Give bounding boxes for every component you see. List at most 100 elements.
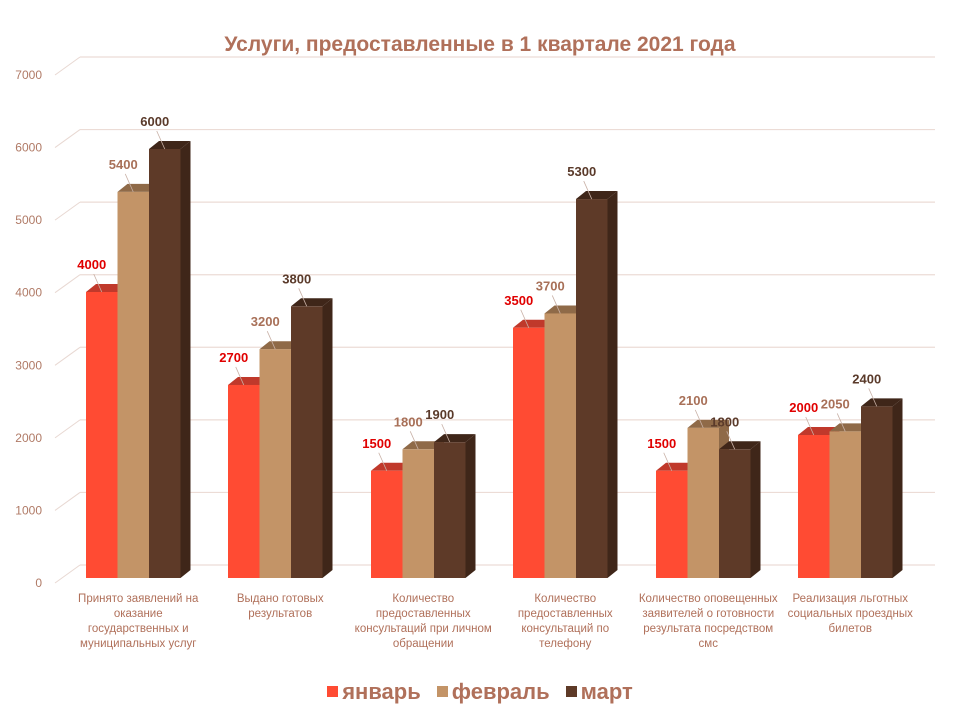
bar-январь xyxy=(656,470,688,578)
bar-side xyxy=(750,441,761,578)
gridline-diagonal xyxy=(54,274,81,294)
bar-side xyxy=(322,298,333,578)
y-tick-label: 4000 xyxy=(15,286,42,300)
label-leader-line xyxy=(694,409,704,429)
label-leader-line xyxy=(378,452,388,471)
bar-top xyxy=(86,284,128,292)
data-label: 3200 xyxy=(251,314,280,329)
bar-март xyxy=(291,306,323,578)
gridline-diagonal xyxy=(54,129,81,148)
data-label: 1500 xyxy=(647,436,676,451)
y-tick-label: 0 xyxy=(35,576,42,590)
data-label: 3500 xyxy=(504,293,533,308)
y-tick-label: 3000 xyxy=(15,358,42,372)
bar-top xyxy=(149,141,191,149)
bar-top xyxy=(117,183,159,192)
bar-top xyxy=(402,441,444,450)
bar-top xyxy=(259,341,301,350)
data-label: 2000 xyxy=(789,400,818,415)
bar-top xyxy=(798,427,840,435)
bar-январь xyxy=(228,384,260,578)
label-leader-line xyxy=(805,416,815,436)
x-category-label: Выдано готовых результатов xyxy=(236,593,324,620)
bar-февраль xyxy=(829,431,861,578)
y-tick-label: 2000 xyxy=(15,431,42,445)
gridline-diagonal xyxy=(54,564,81,584)
bar-январь xyxy=(86,292,118,578)
legend-item-январь: январь xyxy=(327,679,421,705)
bar-top xyxy=(513,319,555,328)
label-leader-line xyxy=(836,413,846,432)
x-category-label: Количество предоставленных консультаций … xyxy=(517,593,613,650)
x-category-label: Количество предоставленных консультаций … xyxy=(354,593,492,650)
bar-февраль xyxy=(687,427,719,578)
bar-март xyxy=(434,442,466,578)
bar-top xyxy=(719,441,761,450)
label-leader-line xyxy=(726,431,736,450)
bar-top xyxy=(228,376,270,385)
label-leader-line xyxy=(235,366,245,386)
data-label: 2700 xyxy=(219,350,248,365)
legend-swatch xyxy=(327,686,339,697)
bar-январь xyxy=(371,470,403,578)
x-category-label: Принято заявлений на оказание государств… xyxy=(78,593,199,650)
x-category-label: Реализация льготных социальных проездных… xyxy=(787,593,913,635)
bar-февраль xyxy=(544,313,576,578)
label-leader-line xyxy=(266,331,276,350)
data-label: 5300 xyxy=(567,164,596,179)
y-tick-label: 6000 xyxy=(15,141,42,155)
data-label: 2100 xyxy=(679,393,708,408)
label-leader-line xyxy=(868,388,878,407)
legend-swatch xyxy=(436,686,448,697)
label-leader-line xyxy=(520,309,530,328)
y-tick-label: 1000 xyxy=(15,503,42,517)
label-leader-line xyxy=(124,173,134,193)
data-label: 1800 xyxy=(710,414,739,429)
bar-февраль xyxy=(117,191,149,578)
bar-март xyxy=(576,199,608,579)
bar-top xyxy=(576,191,618,200)
bar-январь xyxy=(513,327,545,578)
data-label: 2400 xyxy=(852,371,881,386)
bar-side xyxy=(180,141,191,578)
legend-label: март xyxy=(580,678,633,704)
bar-март xyxy=(861,406,893,578)
data-label: 1900 xyxy=(425,407,454,422)
y-tick-label: 7000 xyxy=(15,68,42,82)
legend-label: февраль xyxy=(451,678,550,704)
bar-top xyxy=(371,462,413,471)
label-leader-line xyxy=(298,288,308,307)
bar-top xyxy=(687,419,729,428)
bar-top xyxy=(861,398,903,407)
gridline-diagonal xyxy=(54,56,81,76)
label-leader-line xyxy=(551,295,561,314)
gridline-diagonal xyxy=(54,419,81,439)
data-label: 1800 xyxy=(394,414,423,429)
label-leader-line xyxy=(583,180,593,200)
data-label: 1500 xyxy=(362,436,391,451)
legend-label: январь xyxy=(342,678,421,704)
bar-февраль xyxy=(259,349,291,578)
chart-title: Услуги, предоставленные в 1 квартале 202… xyxy=(224,33,736,56)
label-leader-line xyxy=(441,423,451,443)
bar-side xyxy=(607,191,618,579)
bar-март xyxy=(719,449,751,578)
legend-item-февраль: февраль xyxy=(436,678,550,705)
x-category-label: Количество оповещенных заявителей о гото… xyxy=(638,593,778,650)
data-label: 5400 xyxy=(109,157,138,172)
bar-top xyxy=(434,434,476,443)
gridline-diagonal xyxy=(54,492,81,511)
bar-side xyxy=(892,398,903,578)
bar-top xyxy=(656,462,698,471)
bar-top xyxy=(291,298,333,307)
legend-swatch xyxy=(565,686,577,697)
bar-top xyxy=(544,305,586,314)
label-leader-line xyxy=(409,431,419,450)
legend-item-март: март xyxy=(565,678,633,705)
data-label: 3700 xyxy=(536,278,565,293)
bar-side xyxy=(465,434,476,578)
y-tick-label: 5000 xyxy=(15,213,42,227)
legend: январь февраль март xyxy=(0,677,960,705)
